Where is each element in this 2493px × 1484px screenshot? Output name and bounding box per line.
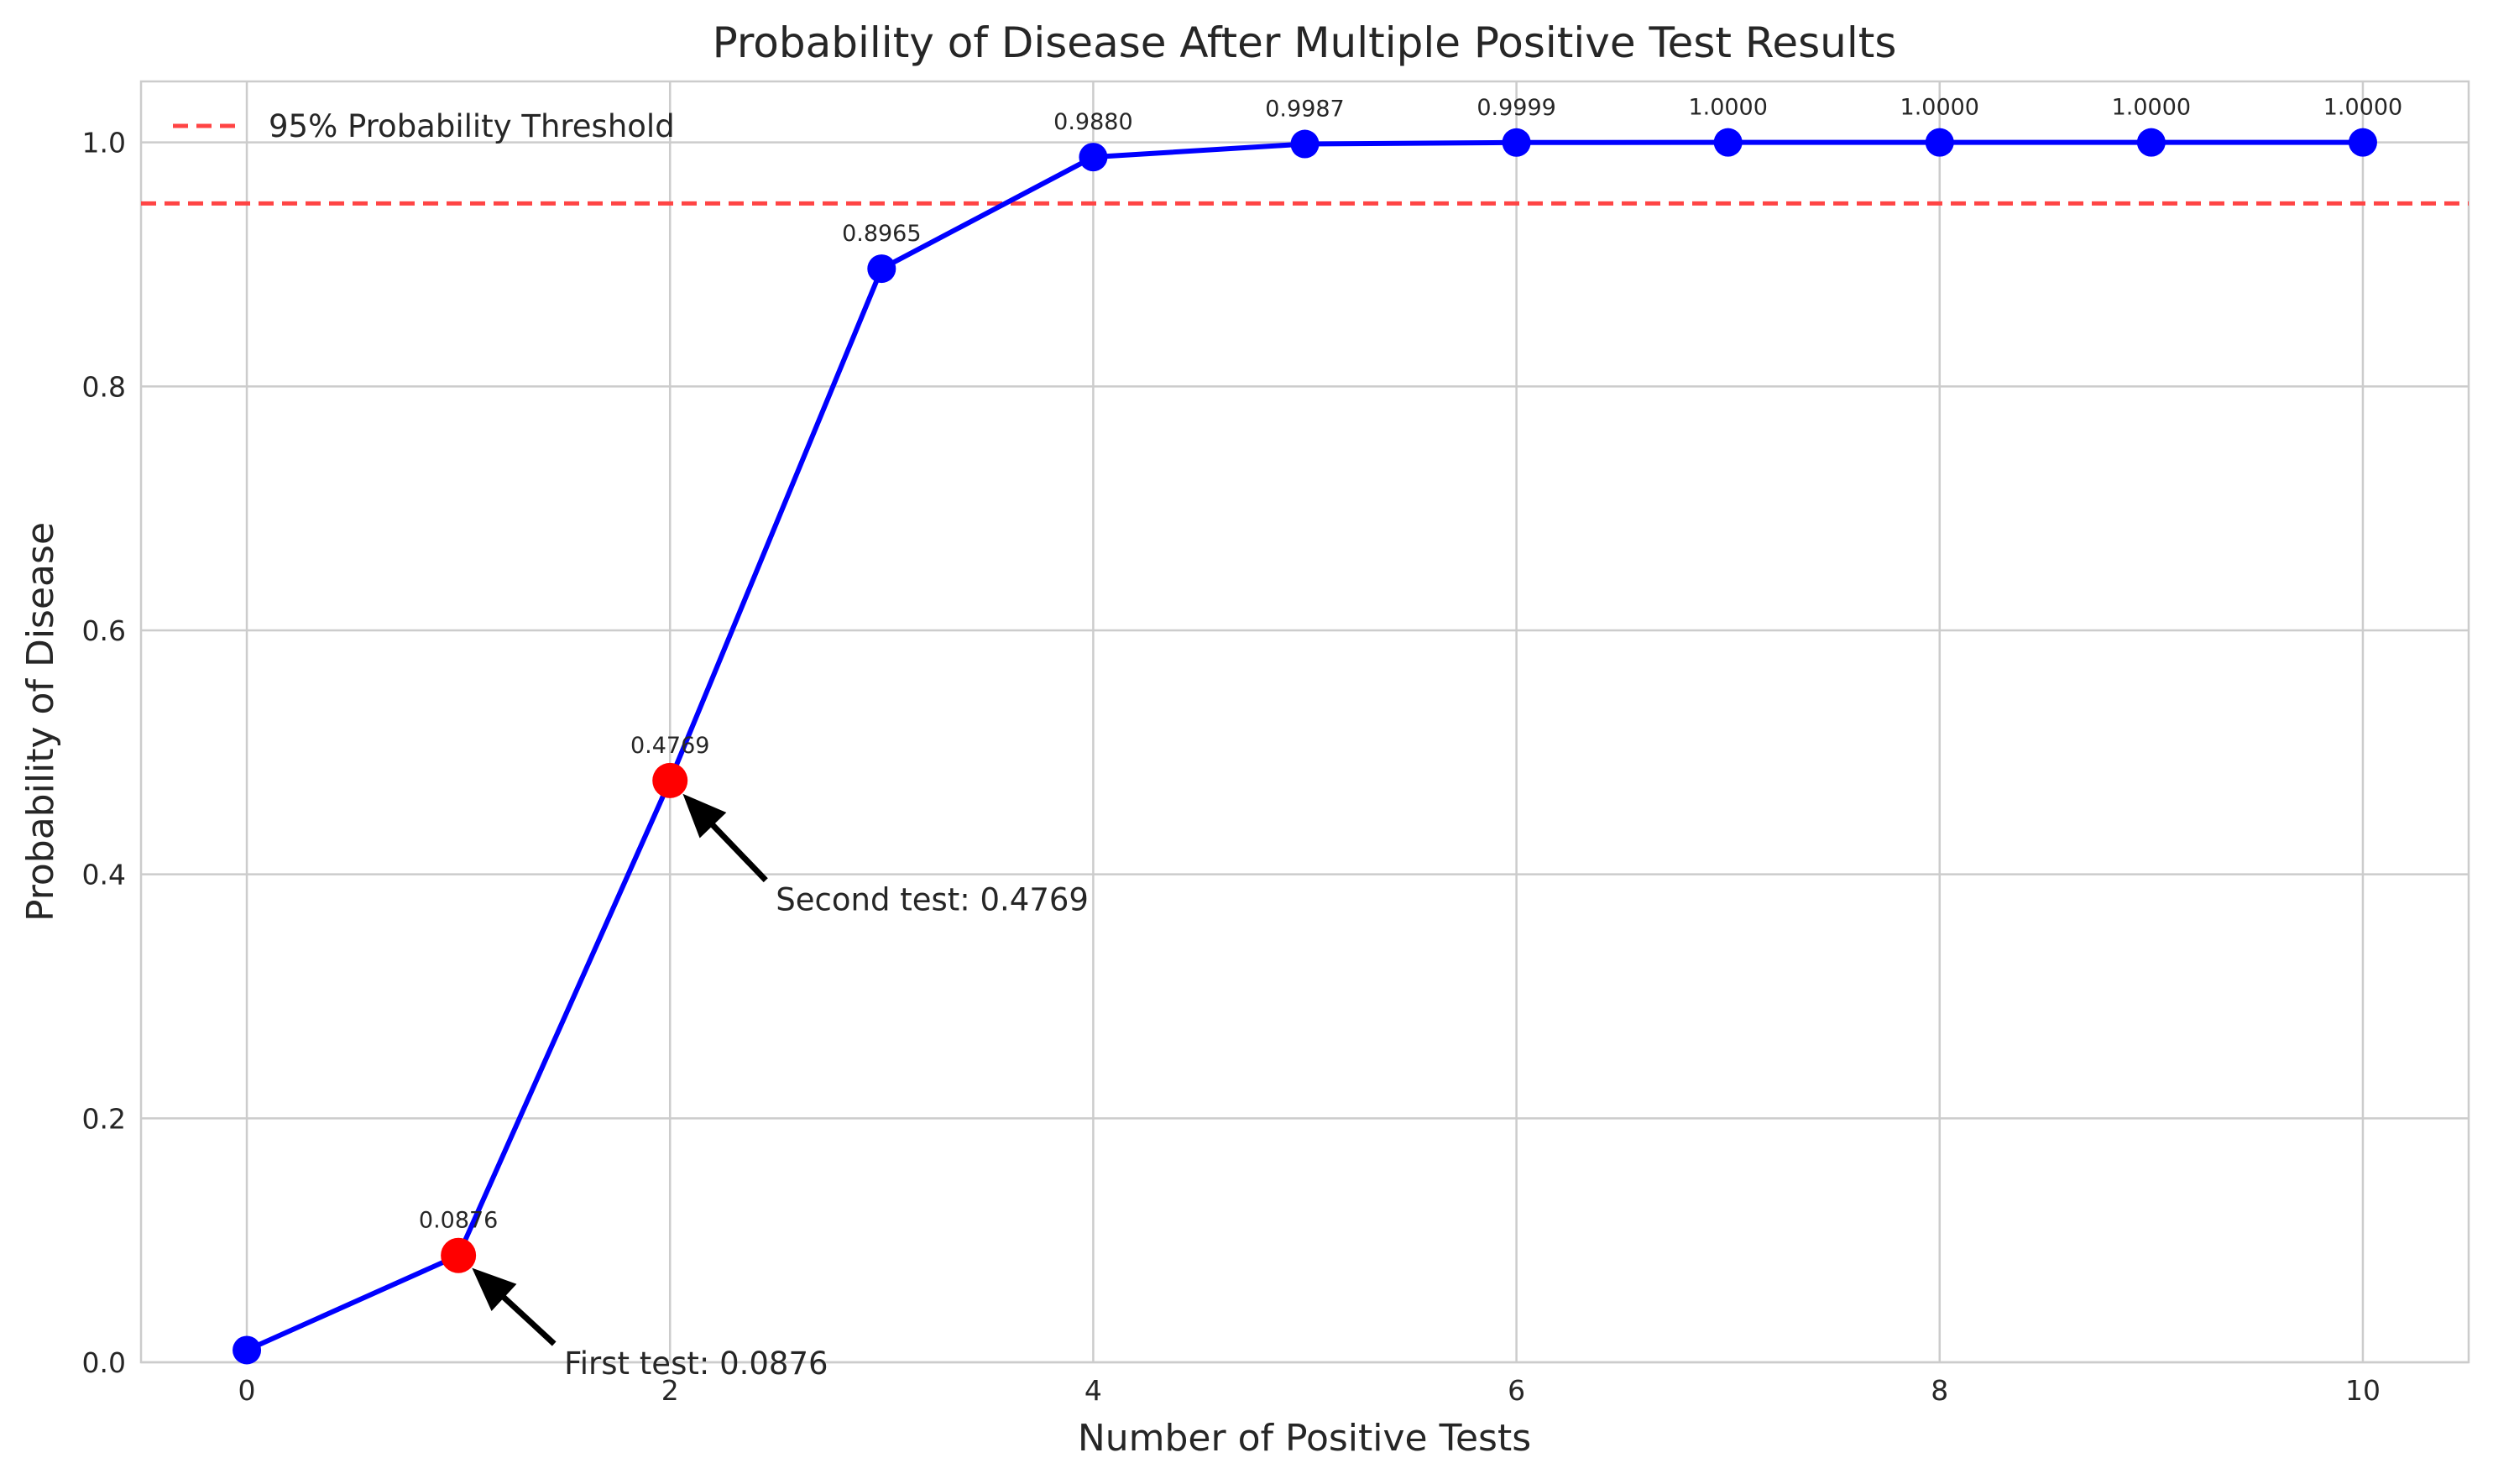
data-point xyxy=(2136,128,2166,157)
y-axis-label: Probability of Disease xyxy=(19,522,62,922)
data-label: 1.0000 xyxy=(2323,95,2402,121)
highlighted-point xyxy=(652,762,688,798)
x-tick-label: 4 xyxy=(1084,1374,1102,1407)
data-label: 0.9880 xyxy=(1053,109,1132,135)
x-tick-label: 6 xyxy=(1508,1374,1525,1407)
x-axis-label: Number of Positive Tests xyxy=(1078,1417,1531,1460)
data-point xyxy=(1925,128,1954,157)
data-label: 1.0000 xyxy=(1900,95,1979,121)
annotation-label: Second test: 0.4769 xyxy=(776,882,1089,918)
legend-label: 95% Probability Threshold xyxy=(269,108,675,144)
data-point xyxy=(867,254,896,284)
annotation-arrow-head xyxy=(682,793,727,839)
annotation-label: First test: 0.0876 xyxy=(564,1346,828,1382)
x-tick-label: 2 xyxy=(661,1374,679,1407)
annotation-arrow-shaft xyxy=(708,820,768,883)
data-point xyxy=(1079,143,1108,172)
y-tick-label: 1.0 xyxy=(82,127,126,159)
series xyxy=(233,128,2377,1365)
highlighted-point xyxy=(441,1237,477,1273)
data-label: 0.9999 xyxy=(1476,95,1555,121)
x-tick-label: 8 xyxy=(1931,1374,1948,1407)
data-label: 1.0000 xyxy=(1688,95,1767,121)
data-point xyxy=(1713,128,1743,157)
data-labels: 0.0876 0.4769 0.8965 0.9880 0.9987 0.9999 1.00… xyxy=(419,95,2402,1234)
data-point xyxy=(1290,129,1320,159)
x-tick-label: 0 xyxy=(238,1374,256,1407)
y-tick-label: 0.8 xyxy=(82,370,126,403)
x-tick-label: 10 xyxy=(2345,1374,2381,1407)
annotations: First test: 0.0876 Second test: 0.4769 xyxy=(472,793,1089,1382)
y-tick-label: 0.6 xyxy=(82,614,126,647)
tick-labels: 0 2 4 6 8 10 0.0 0.2 0.4 0.6 0.8 1.0 xyxy=(82,127,2381,1407)
legend: 95% Probability Threshold xyxy=(173,108,675,144)
data-label: 1.0000 xyxy=(2112,95,2191,121)
plot-frame xyxy=(139,80,2470,1364)
data-point xyxy=(2348,128,2377,157)
annotation-arrow-shaft xyxy=(499,1293,557,1346)
data-label: 0.9987 xyxy=(1265,97,1344,123)
data-label: 0.4769 xyxy=(630,733,709,759)
data-label: 0.0876 xyxy=(419,1208,498,1234)
y-tick-label: 0.0 xyxy=(82,1346,126,1379)
annotation-arrow-head xyxy=(472,1267,517,1312)
chart-title: Probability of Disease After Multiple Po… xyxy=(713,18,1897,67)
y-tick-label: 0.2 xyxy=(82,1102,126,1135)
y-tick-label: 0.4 xyxy=(82,859,126,891)
data-point xyxy=(233,1335,262,1365)
data-label: 0.8965 xyxy=(842,221,921,247)
data-point xyxy=(1502,128,1531,157)
